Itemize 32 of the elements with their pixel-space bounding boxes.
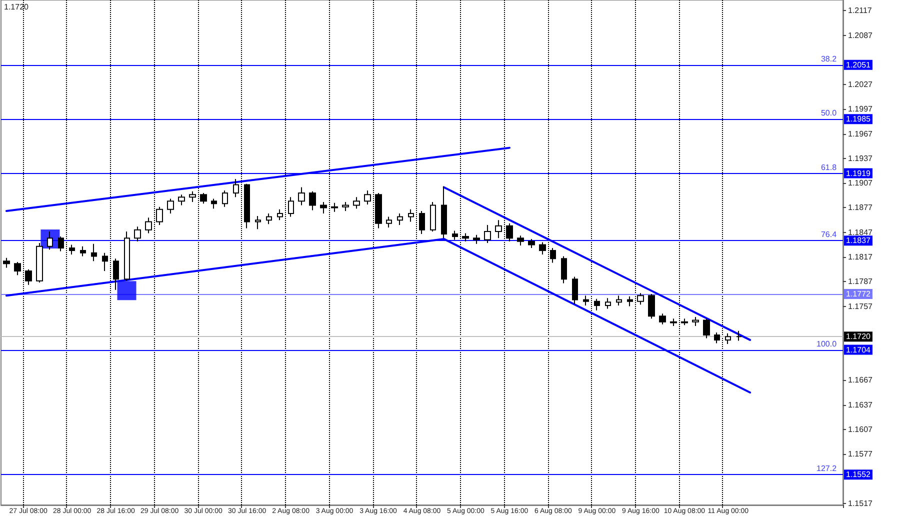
y-tick-label: 1.1817 (848, 252, 874, 262)
y-tick-label: 1.1637 (848, 400, 874, 410)
y-tick-label: 1.1577 (848, 450, 874, 459)
annotation: 127.2 (816, 464, 838, 474)
y-tick-label: 1.1607 (848, 424, 874, 434)
y-tick-label: 1.2087 (848, 30, 874, 40)
y-tick-label: 1.1787 (848, 277, 874, 286)
annotation: 100.0 (816, 339, 838, 348)
y-tick-label: 1.1877 (848, 203, 874, 212)
annotation: 38.2 (820, 54, 838, 64)
ref-line-label: 1.1985 (846, 114, 872, 124)
ref-line-label: 1.1919 (846, 168, 872, 178)
ref-line-label: 1.1704 (846, 345, 872, 354)
ref-line-label: 1.1552 (846, 470, 872, 480)
y-tick-label: 1.1907 (848, 178, 874, 188)
y-tick-label: 1.1997 (848, 104, 874, 114)
y-tick-label: 1.1517 (848, 498, 874, 508)
ref-line-label: 1.2051 (846, 60, 872, 70)
y-tick-label: 1.2027 (848, 80, 874, 90)
y-tick-label: 1.1847 (848, 228, 874, 237)
annotation: 61.8 (820, 162, 838, 172)
y-tick-label: 1.1967 (848, 129, 874, 138)
annotation: 1.1720 (4, 2, 30, 12)
annotation: 76.4 (820, 230, 838, 240)
ref-line-label: 1.1772 (846, 289, 872, 298)
ref-line-label: 1.1837 (846, 236, 872, 246)
y-tick-label: 1.1757 (848, 302, 874, 311)
y-tick-label: 1.2117 (848, 6, 872, 16)
annotation: 50.0 (820, 108, 838, 118)
ref-line-label: 1.1720 (846, 332, 872, 342)
y-tick-label: 1.1667 (848, 376, 874, 385)
y-tick-label: 1.1937 (848, 154, 874, 163)
